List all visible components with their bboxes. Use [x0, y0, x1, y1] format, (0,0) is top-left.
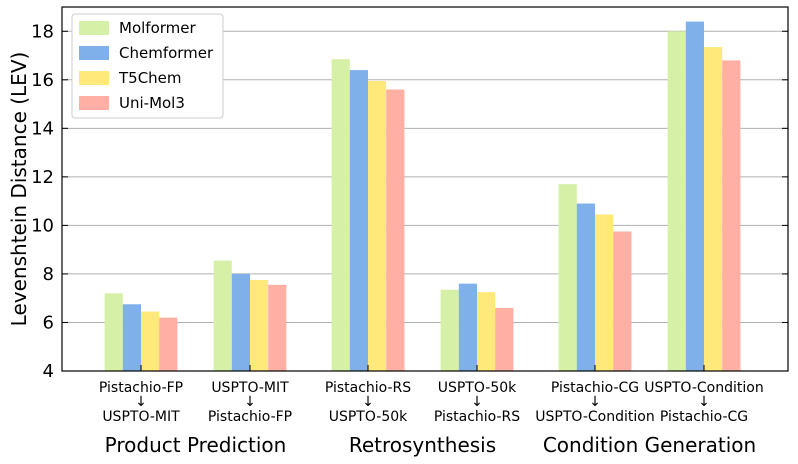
bar-uni-mol3	[386, 89, 405, 372]
category-label-bottom: Pistachio-FP	[208, 409, 292, 425]
bar-chemformer	[122, 304, 141, 371]
category-label-top: USPTO-MIT	[211, 380, 289, 396]
bar-uni-mol3	[495, 307, 514, 371]
category-label-top: USPTO-Condition	[644, 380, 763, 396]
bar-t5chem	[477, 292, 496, 371]
legend-swatch-chemformer	[79, 46, 109, 60]
category-label-arrow: ↓	[362, 394, 374, 410]
category-label-top: USPTO-50k	[438, 380, 517, 396]
category-label-bottom: USPTO-Condition	[535, 409, 654, 425]
group-label: Condition Generation	[543, 433, 756, 457]
category-label-bottom: USPTO-50k	[329, 409, 408, 425]
legend-box	[71, 13, 224, 119]
category-label-bottom: USPTO-MIT	[102, 409, 180, 425]
category-label-top: Pistachio-RS	[325, 380, 411, 396]
bars	[104, 21, 741, 372]
category-label-arrow: ↓	[135, 394, 147, 410]
group-label: Product Prediction	[105, 433, 287, 457]
legend-swatch-t5chem	[79, 71, 109, 85]
bar-t5chem	[141, 311, 160, 371]
bar-chemformer	[576, 203, 595, 371]
bar-chemformer	[349, 70, 368, 372]
legend-swatch-molformer	[79, 21, 109, 35]
legend-label-t5chem: T5Chem	[118, 69, 182, 87]
bar-molformer	[440, 289, 459, 371]
legend-swatch-uni-mol3	[79, 96, 109, 110]
bar-t5chem	[704, 47, 723, 371]
bar-t5chem	[368, 81, 387, 371]
y-tick-label: 6	[43, 312, 54, 333]
bar-chemformer	[231, 273, 250, 371]
y-tick-label: 18	[31, 21, 54, 42]
y-tick-label: 14	[31, 118, 54, 139]
bar-molformer	[331, 59, 350, 371]
bar-molformer	[667, 31, 686, 372]
group-label: Retrosynthesis	[349, 433, 496, 457]
y-tick-label: 16	[31, 70, 54, 91]
y-tick-label: 8	[43, 264, 54, 285]
plot-frame	[61, 6, 789, 372]
bar-uni-mol3	[159, 317, 178, 371]
bar-molformer	[558, 184, 577, 371]
bar-chemformer	[458, 283, 477, 371]
category-label-arrow: ↓	[589, 394, 601, 410]
y-tick-label: 4	[43, 361, 54, 382]
y-tick-label: 12	[31, 167, 54, 188]
bar-uni-mol3	[268, 284, 287, 371]
category-label-bottom: Pistachio-RS	[434, 409, 520, 425]
axis-labels: Pistachio-FP↓USPTO-MITUSPTO-MIT↓Pistachi…	[7, 52, 764, 457]
bar-t5chem	[595, 214, 614, 371]
category-label-arrow: ↓	[698, 394, 710, 410]
bar-t5chem	[250, 280, 269, 371]
legend: Molformer Chemformer T5Chem Uni-Mol3	[71, 13, 224, 119]
category-label-arrow: ↓	[471, 394, 483, 410]
category-label-top: Pistachio-CG	[551, 380, 639, 396]
bar-uni-mol3	[722, 60, 741, 372]
y-axis-label: Levenshtein Distance (LEV)	[7, 52, 31, 327]
axes: 4 6 8 10 12 14 16 18	[31, 6, 789, 382]
legend-label-uni-mol3: Uni-Mol3	[119, 94, 185, 112]
y-tick-label: 10	[31, 215, 54, 236]
legend-label-molformer: Molformer	[119, 19, 196, 37]
category-label-top: Pistachio-FP	[99, 380, 183, 396]
category-label-bottom: Pistachio-CG	[660, 409, 748, 425]
bar-chemformer	[685, 21, 704, 372]
bar-molformer	[104, 293, 123, 371]
bar-uni-mol3	[613, 231, 632, 371]
legend-label-chemformer: Chemformer	[119, 44, 214, 62]
bar-molformer	[213, 260, 232, 371]
category-label-arrow: ↓	[244, 394, 256, 410]
